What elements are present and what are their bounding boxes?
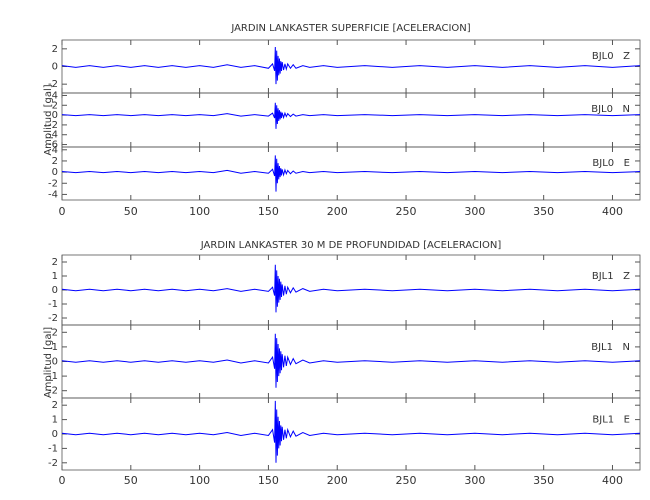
x-tick-label: 200 (327, 474, 348, 487)
y-tick-label: 1 (52, 271, 58, 282)
x-tick-label: 350 (533, 205, 554, 218)
y-tick-label: 1 (52, 342, 58, 353)
x-tick-label: 100 (189, 474, 210, 487)
y-tick-label: 2 (52, 257, 58, 268)
y-tick-label: 2 (52, 100, 58, 111)
y-tick-label: 0 (52, 357, 58, 368)
panel-frame (61, 92, 641, 148)
x-tick-label: 300 (464, 474, 485, 487)
x-tick-label: 400 (602, 474, 623, 487)
trace-name: BJL0 N (591, 104, 630, 115)
trace-name: BJL1 Z (592, 271, 630, 282)
y-tick-label: 1 (52, 415, 58, 426)
y-tick-label: 0 (52, 62, 58, 73)
chart-title: JARDIN LANKASTER 30 M DE PROFUNDIDAD [AC… (200, 240, 502, 251)
y-tick-label: -1 (48, 443, 58, 454)
trace-name: BJL0 Z (592, 51, 630, 62)
waveform (61, 333, 641, 388)
waveform (61, 400, 641, 463)
x-tick-label: 150 (258, 474, 279, 487)
y-tick-label: -2 (48, 79, 58, 90)
y-tick-label: -2 (48, 178, 58, 189)
y-tick-label: -6 (48, 140, 58, 151)
trace-name: BJL1 N (591, 342, 630, 353)
y-axis-label: Amplitud [gal] (43, 327, 54, 398)
x-tick-label: 300 (464, 205, 485, 218)
y-tick-label: 4 (52, 145, 58, 156)
y-tick-label: 4 (52, 90, 58, 101)
y-tick-label: -4 (48, 189, 58, 200)
y-tick-label: -1 (48, 371, 58, 382)
y-tick-label: 0 (52, 429, 58, 440)
y-tick-label: -2 (48, 313, 58, 324)
y-tick-label: 0 (52, 110, 58, 121)
trace-name: BJL0 E (592, 158, 630, 169)
x-tick-label: 0 (59, 474, 66, 487)
y-tick-label: 2 (52, 327, 58, 338)
waveform (61, 264, 641, 313)
y-tick-label: -4 (48, 130, 58, 141)
x-tick-label: 250 (396, 205, 417, 218)
waveform (61, 102, 641, 129)
x-tick-label: 250 (396, 474, 417, 487)
y-tick-label: -2 (48, 120, 58, 131)
waveform (61, 47, 641, 85)
panel-frame (61, 146, 641, 201)
y-tick-label: 0 (52, 167, 58, 178)
x-tick-label: 150 (258, 205, 279, 218)
x-tick-label: 100 (189, 205, 210, 218)
x-tick-label: 50 (124, 474, 138, 487)
x-tick-label: 350 (533, 474, 554, 487)
y-tick-label: 2 (52, 44, 58, 55)
waveform (61, 155, 641, 192)
y-tick-label: -1 (48, 299, 58, 310)
chart-title: JARDIN LANKASTER SUPERFICIE [ACELERACION… (230, 23, 470, 34)
trace-name: BJL1 E (592, 415, 630, 426)
y-tick-label: 0 (52, 285, 58, 296)
x-tick-label: 50 (124, 205, 138, 218)
y-tick-label: 2 (52, 156, 58, 167)
y-tick-label: -2 (48, 458, 58, 469)
y-tick-label: -2 (48, 386, 58, 397)
y-axis-label: Amplitud [gal] (43, 84, 54, 155)
x-tick-label: 200 (327, 205, 348, 218)
x-tick-label: 400 (602, 205, 623, 218)
y-tick-label: 2 (52, 400, 58, 411)
x-tick-label: 0 (59, 205, 66, 218)
